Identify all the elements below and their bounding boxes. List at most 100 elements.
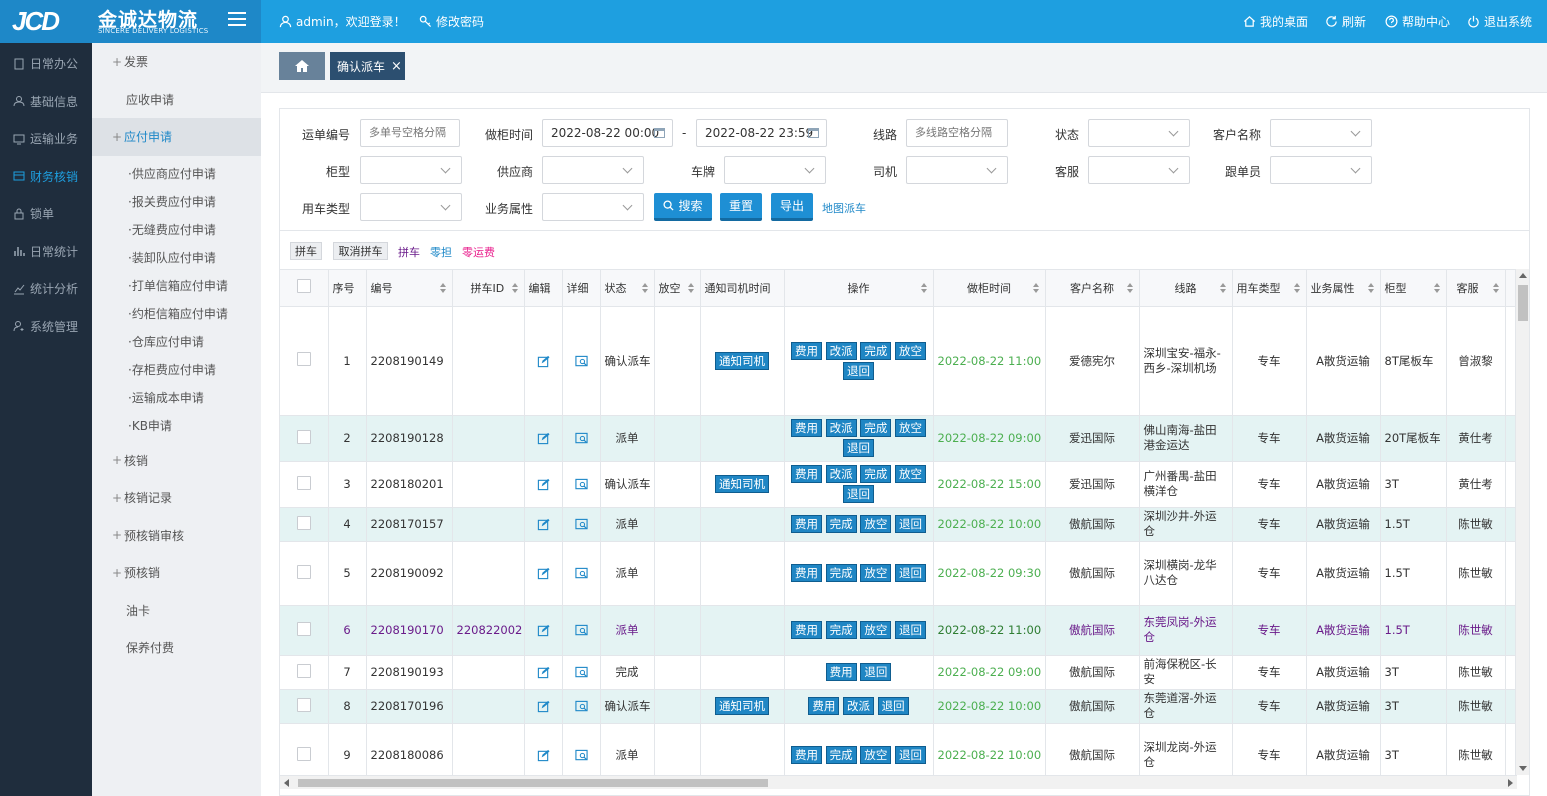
calendar-icon[interactable] xyxy=(654,128,665,138)
menu-toggle-icon[interactable] xyxy=(228,12,246,28)
edit-icon[interactable] xyxy=(537,700,550,713)
edit-icon[interactable] xyxy=(537,355,550,368)
submenu-fuel-card[interactable]: 油卡 xyxy=(92,592,261,630)
customer-select[interactable] xyxy=(1270,119,1372,147)
edit-cell[interactable] xyxy=(524,605,563,656)
edit-icon[interactable] xyxy=(537,666,550,679)
fee-button[interactable]: 费用 xyxy=(808,697,840,715)
scroll-up-icon[interactable] xyxy=(1519,273,1527,278)
sidebar-item-finance[interactable]: 财务核销 xyxy=(0,158,92,196)
sort-icon[interactable] xyxy=(511,283,518,293)
back-button[interactable]: 退回 xyxy=(860,663,892,681)
cancel-combine-button[interactable]: 取消拼车 xyxy=(333,242,388,260)
edit-cell[interactable] xyxy=(524,461,563,508)
row-checkbox[interactable] xyxy=(296,621,311,636)
supplier-select[interactable] xyxy=(542,156,644,184)
status-select[interactable] xyxy=(1088,119,1190,147)
vehicle-type-select[interactable] xyxy=(360,193,462,221)
fee-button[interactable]: 费用 xyxy=(791,621,823,639)
submenu-leaf[interactable]: · 运输成本申请 xyxy=(128,390,204,406)
back-button[interactable]: 退回 xyxy=(843,361,874,380)
submenu-leaf[interactable]: · 约柜信箱应付申请 xyxy=(128,306,228,322)
cabinet-select[interactable] xyxy=(360,156,462,184)
back-button[interactable]: 退回 xyxy=(843,439,874,457)
change-password-link[interactable]: 修改密码 xyxy=(419,13,484,30)
column-header[interactable]: 业务属性 xyxy=(1306,270,1381,307)
done-button[interactable]: 完成 xyxy=(825,515,857,533)
row-checkbox[interactable] xyxy=(296,663,311,678)
row-select-cell[interactable] xyxy=(280,605,329,656)
route-input[interactable]: 多线路空格分隔 xyxy=(906,119,1008,147)
fee-button[interactable]: 费用 xyxy=(791,515,823,533)
select-all-header[interactable] xyxy=(280,270,329,307)
time-to-input[interactable]: 2022-08-22 23:59 xyxy=(696,119,827,147)
close-icon[interactable]: × xyxy=(391,58,402,74)
back-button[interactable]: 退回 xyxy=(877,697,909,715)
column-header[interactable]: 线路 xyxy=(1139,270,1233,307)
search-button[interactable]: 搜索 xyxy=(654,193,712,221)
sidebar-item-system[interactable]: 系统管理 xyxy=(0,308,92,346)
select-all-checkbox[interactable] xyxy=(296,279,311,294)
column-header[interactable]: 拼车ID xyxy=(452,270,525,307)
submenu-leaf[interactable]: · 存柜费应付申请 xyxy=(128,362,216,378)
empty-button[interactable]: 放空 xyxy=(860,515,892,533)
detail-cell[interactable] xyxy=(562,689,601,724)
plate-select[interactable] xyxy=(724,156,826,184)
detail-cell[interactable] xyxy=(562,507,601,542)
sort-icon[interactable] xyxy=(1219,283,1226,293)
scroll-down-icon[interactable] xyxy=(1519,766,1527,771)
row-checkbox[interactable] xyxy=(296,475,311,490)
reassign-button[interactable]: 改派 xyxy=(843,697,874,715)
row-checkbox[interactable] xyxy=(296,352,311,366)
table-row[interactable]: 1 2208190149 确认派车 通知司机 费用 改派 完成 放空 退回 2022-08… xyxy=(280,306,1517,416)
my-desktop-link[interactable]: 我的桌面 xyxy=(1243,13,1308,30)
detail-icon[interactable] xyxy=(574,700,588,713)
edit-cell[interactable] xyxy=(524,507,563,542)
business-select[interactable] xyxy=(542,193,644,221)
sidebar-item-office[interactable]: 日常办公 xyxy=(0,45,92,83)
back-button[interactable]: 退回 xyxy=(843,485,874,503)
detail-icon[interactable] xyxy=(574,567,588,580)
row-select-cell[interactable] xyxy=(280,461,329,508)
row-select-cell[interactable] xyxy=(280,541,329,606)
notify-driver-button[interactable]: 通知司机 xyxy=(715,351,769,370)
table-row[interactable]: 5 2208190092 派单 费用 完成 放空 退回 2022-08-22 09:30… xyxy=(280,541,1517,606)
time-from-input[interactable]: 2022-08-22 00:00 xyxy=(542,119,673,147)
column-header[interactable]: 柜型 xyxy=(1380,270,1447,307)
edit-cell[interactable] xyxy=(524,723,563,775)
scroll-thumb[interactable] xyxy=(298,779,768,787)
submenu-leaf[interactable]: · 打单信箱应付申请 xyxy=(128,278,228,294)
done-button[interactable]: 完成 xyxy=(825,564,857,582)
detail-cell[interactable] xyxy=(562,461,601,508)
follower-select[interactable] xyxy=(1270,156,1372,184)
back-button[interactable]: 退回 xyxy=(894,515,926,533)
service-select[interactable] xyxy=(1088,156,1190,184)
scroll-right-icon[interactable] xyxy=(1508,779,1513,787)
empty-button[interactable]: 放空 xyxy=(860,564,892,582)
empty-button[interactable]: 放空 xyxy=(860,746,892,764)
back-button[interactable]: 退回 xyxy=(894,621,926,639)
refresh-link[interactable]: 刷新 xyxy=(1325,13,1366,30)
submenu-leaf[interactable]: · 报关费应付申请 xyxy=(128,194,216,210)
horizontal-scrollbar[interactable] xyxy=(280,775,1517,789)
reassign-button[interactable]: 改派 xyxy=(825,465,857,483)
detail-icon[interactable] xyxy=(574,478,588,491)
reassign-button[interactable]: 改派 xyxy=(825,419,857,437)
detail-icon[interactable] xyxy=(574,518,588,531)
table-row[interactable]: 9 2208180086 派单 费用 完成 放空 退回 2022-08-22 10:00… xyxy=(280,723,1517,775)
sort-icon[interactable] xyxy=(920,283,927,293)
reassign-button[interactable]: 改派 xyxy=(825,341,857,360)
column-header[interactable]: 做柜时间 xyxy=(933,270,1046,307)
edit-icon[interactable] xyxy=(537,518,550,531)
row-select-cell[interactable] xyxy=(280,415,329,462)
submenu-leaf[interactable]: · 装卸队应付申请 xyxy=(128,250,216,266)
waybill-input[interactable]: 多单号空格分隔 xyxy=(360,119,460,147)
scroll-thumb[interactable] xyxy=(1518,285,1528,321)
table-row[interactable]: 2 2208190128 派单 费用 改派 完成 放空 退回 2022-08-22 09… xyxy=(280,415,1517,462)
user-greeting[interactable]: admin，欢迎登录！ xyxy=(279,13,406,30)
sort-icon[interactable] xyxy=(1032,283,1039,293)
driver-select[interactable] xyxy=(906,156,1008,184)
sort-icon[interactable] xyxy=(1367,283,1374,293)
row-checkbox[interactable] xyxy=(296,429,311,444)
empty-button[interactable]: 放空 xyxy=(860,621,892,639)
